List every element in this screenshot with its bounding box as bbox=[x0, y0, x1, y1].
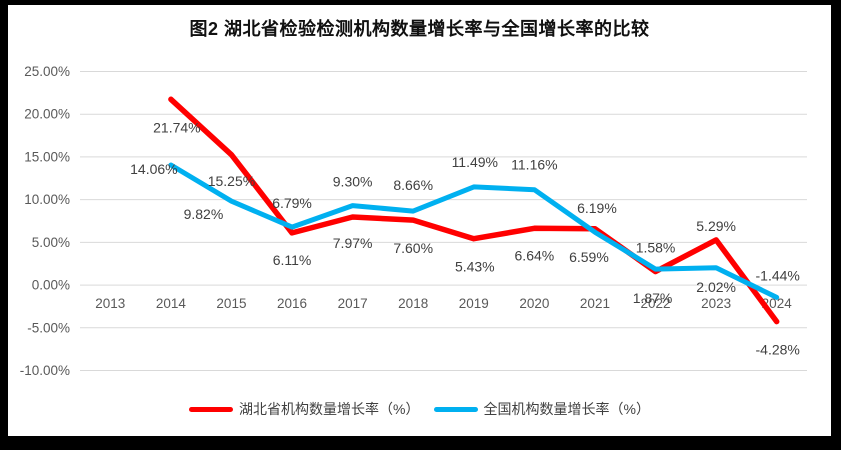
y-tick-label: -10.00% bbox=[20, 363, 70, 378]
national-data-label: 9.82% bbox=[184, 206, 224, 222]
plot-area: 25.00% 20.00% 15.00% 10.00% 5.00% 0.00% -5.00%… bbox=[20, 64, 807, 378]
y-tick-label: 25.00% bbox=[24, 64, 70, 79]
hubei-data-label: -4.28% bbox=[756, 342, 800, 358]
x-tick-label: 2015 bbox=[216, 296, 246, 311]
hubei-data-label: 21.74% bbox=[153, 119, 200, 135]
national-data-label: 11.49% bbox=[452, 154, 498, 170]
national-data-label: 1.87% bbox=[633, 290, 673, 306]
x-tick-label: 2018 bbox=[398, 296, 428, 311]
hubei-line-swatch-icon bbox=[189, 406, 234, 412]
hubei-data-label: 1.58% bbox=[636, 240, 676, 256]
national-data-label: 14.06% bbox=[130, 161, 177, 177]
hubei-data-label: 7.60% bbox=[393, 240, 433, 256]
legend-item-hubei: 湖北省机构数量增长率（%） bbox=[189, 399, 420, 419]
hubei-line bbox=[168, 96, 780, 325]
hubei-data-label: 5.29% bbox=[696, 218, 736, 234]
national-line bbox=[168, 162, 780, 300]
legend: 湖北省机构数量增长率（%） 全国机构数量增长率（%） bbox=[8, 399, 831, 419]
x-tick-label: 2023 bbox=[701, 296, 731, 311]
national-data-label: 11.16% bbox=[511, 157, 557, 173]
x-tick-label: 2019 bbox=[459, 296, 489, 311]
y-tick-label: -5.00% bbox=[27, 320, 70, 335]
national-data-label: 6.79% bbox=[272, 195, 312, 211]
y-tick-label: 15.00% bbox=[24, 149, 70, 164]
hubei-data-label: 6.11% bbox=[273, 252, 312, 268]
legend-label-hubei: 湖北省机构数量增长率（%） bbox=[239, 401, 420, 417]
x-tick-label: 2021 bbox=[580, 296, 610, 311]
legend-item-national: 全国机构数量增长率（%） bbox=[433, 399, 650, 419]
national-line-swatch-icon bbox=[433, 406, 478, 412]
hubei-data-label: 6.59% bbox=[569, 249, 609, 265]
hubei-data-label: 7.97% bbox=[333, 235, 373, 251]
x-tick-label: 2013 bbox=[95, 296, 125, 311]
national-data-label: 9.30% bbox=[333, 174, 373, 190]
national-data-label: 8.66% bbox=[393, 177, 433, 193]
x-tick-label: 2022 bbox=[641, 296, 671, 311]
x-tick-label: 2020 bbox=[519, 296, 549, 311]
hubei-data-label: 5.43% bbox=[455, 259, 495, 275]
national-data-label: 2.02% bbox=[696, 279, 736, 295]
legend-label-national: 全国机构数量增长率（%） bbox=[483, 401, 650, 417]
chart-title: 图2 湖北省检验检测机构数量增长率与全国增长率的比较 bbox=[189, 19, 650, 39]
y-tick-label: 5.00% bbox=[32, 235, 70, 250]
national-data-label: 6.19% bbox=[577, 200, 617, 216]
hubei-data-label: 15.25% bbox=[208, 173, 255, 189]
x-tick-label: 2016 bbox=[277, 296, 307, 311]
national-data-label: -1.44% bbox=[756, 267, 800, 283]
y-tick-label: 0.00% bbox=[32, 278, 70, 293]
y-tick-label: 10.00% bbox=[24, 192, 70, 207]
y-tick-label: 20.00% bbox=[24, 107, 70, 122]
hubei-data-label: 6.64% bbox=[515, 247, 555, 263]
x-tick-label: 2017 bbox=[338, 296, 368, 311]
chart-canvas: 图2 湖北省检验检测机构数量增长率与全国增长率的比较 25.00% 20.00% 1… bbox=[8, 5, 831, 436]
x-tick-label: 2014 bbox=[156, 296, 187, 311]
